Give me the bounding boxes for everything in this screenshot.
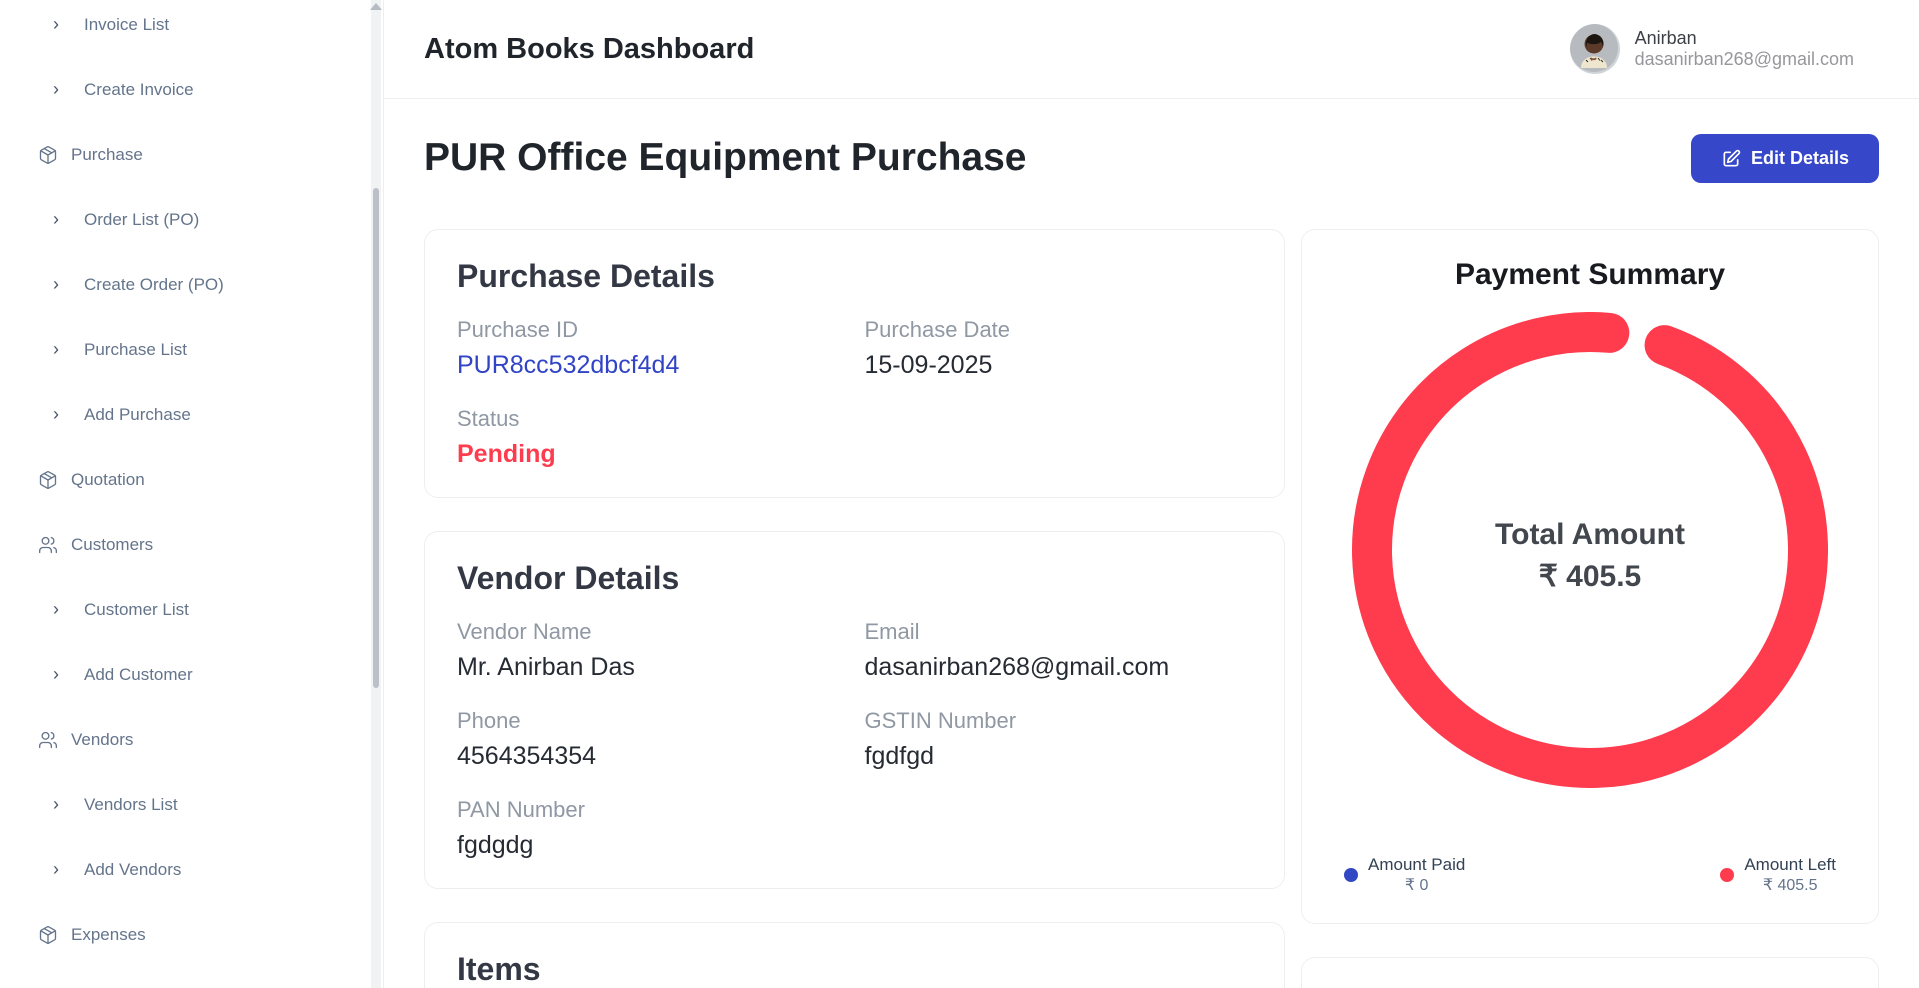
svg-text:₹ 405.5: ₹ 405.5 <box>1539 560 1642 593</box>
svg-text:Total Amount: Total Amount <box>1495 518 1685 551</box>
